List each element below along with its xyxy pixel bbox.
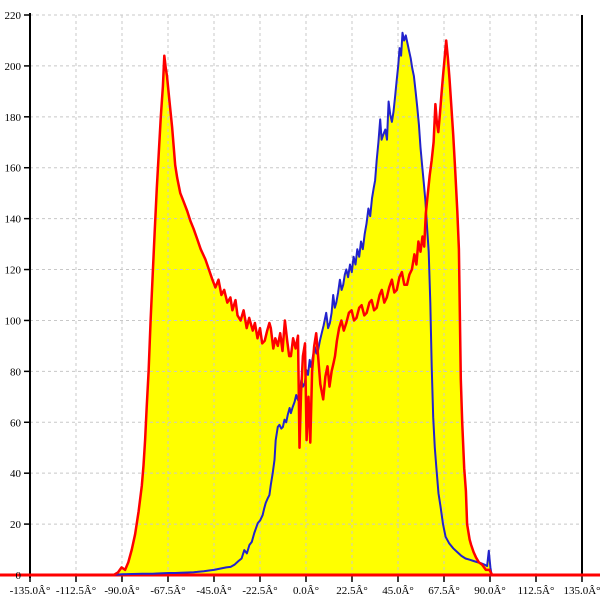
x-tick-label: 45.0Â° — [382, 585, 414, 597]
series-fill-red — [30, 40, 582, 575]
x-tick-label: -90.0Â° — [104, 585, 139, 597]
y-tick-label: 40 — [10, 468, 22, 480]
y-tick-label: 0 — [16, 570, 22, 582]
y-tick-label: 180 — [5, 112, 22, 124]
x-tick-label: -135.0Â° — [10, 585, 51, 597]
x-tick-label: -67.5Â° — [150, 585, 185, 597]
x-tick-label: 135.0Â° — [563, 585, 600, 597]
x-tick-label: -22.5Â° — [242, 585, 277, 597]
series-line-red — [28, 39, 584, 577]
y-tick-label: 140 — [5, 214, 22, 226]
x-tick-label: 90.0Â° — [474, 585, 506, 597]
y-tick-label: 80 — [10, 366, 22, 378]
x-tick-label: -45.0Â° — [196, 585, 231, 597]
x-tick-label: -112.5Â° — [56, 585, 96, 597]
y-tick-label: 220 — [5, 10, 22, 22]
x-tick-label: 0.0Â° — [293, 585, 319, 597]
gridlines — [30, 14, 582, 575]
x-tick-label: 112.5Â° — [518, 585, 555, 597]
x-tick-label: 67.5Â° — [428, 585, 460, 597]
y-tick-label: 20 — [10, 519, 22, 531]
series-lines — [28, 31, 584, 577]
x-tick-label: 22.5Â° — [336, 585, 368, 597]
series-line-blue — [29, 31, 583, 576]
y-tick-label: 160 — [5, 163, 22, 175]
y-tick-label: 60 — [10, 417, 22, 429]
y-tick-label: 100 — [5, 315, 22, 327]
y-tick-label: 120 — [5, 265, 22, 277]
y-tick-label: 200 — [5, 61, 22, 73]
